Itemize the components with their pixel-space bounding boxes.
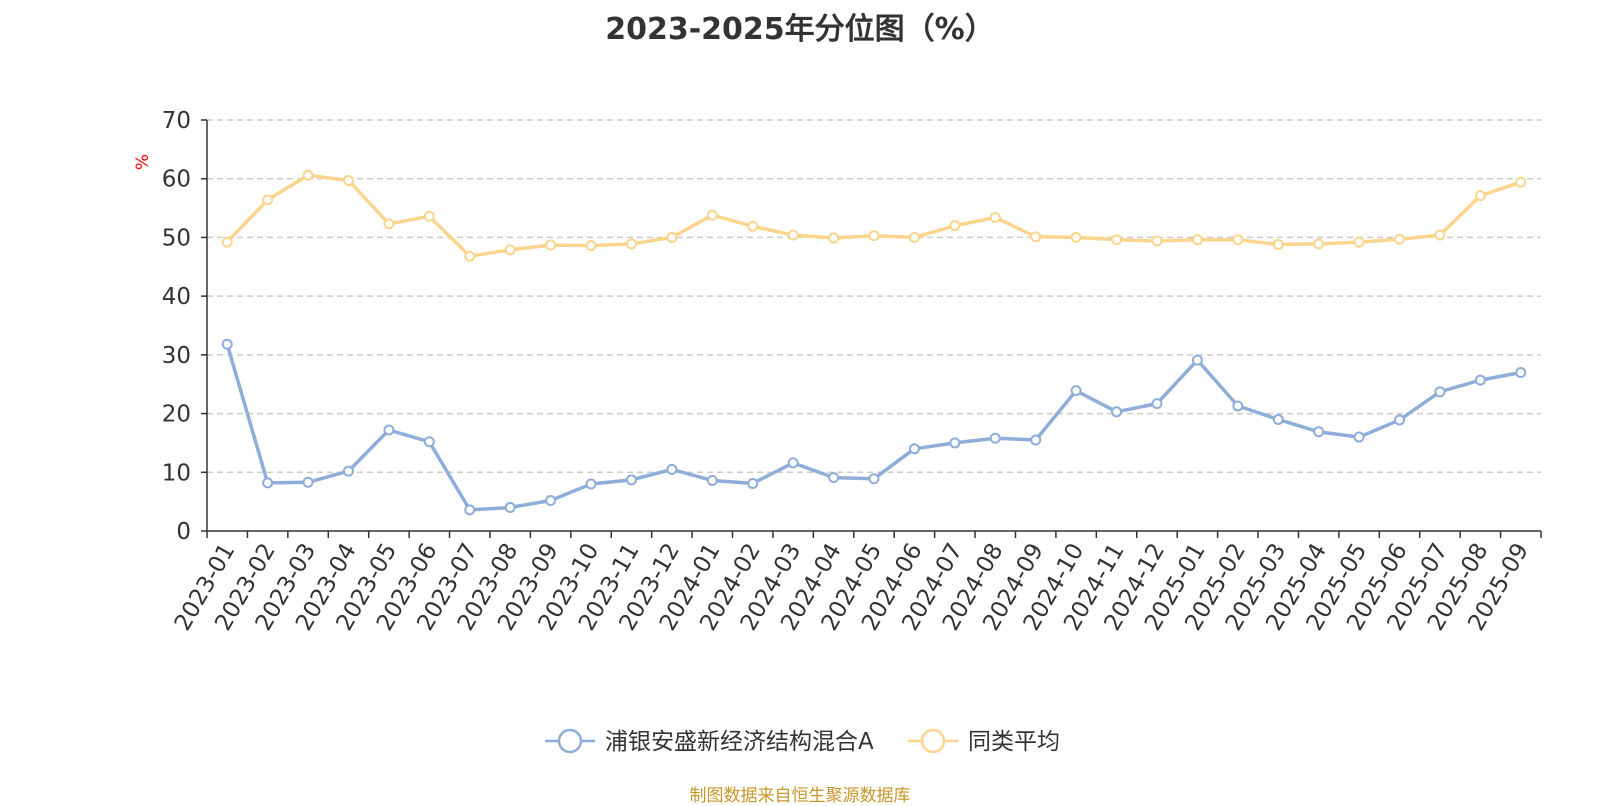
data-point[interactable] <box>464 504 476 516</box>
data-point[interactable] <box>625 238 637 250</box>
source-note: 制图数据来自恒生聚源数据库 <box>689 786 911 806</box>
data-point[interactable] <box>342 174 354 186</box>
series-line-0 <box>225 343 1522 512</box>
data-point[interactable] <box>1515 366 1527 378</box>
chart-title: 2023-2025年分位图（%） <box>605 12 995 47</box>
legend-label: 浦银安盛新经济结构混合A <box>605 729 874 755</box>
data-point[interactable] <box>989 432 1001 444</box>
data-point[interactable] <box>545 494 557 506</box>
grid-lines <box>207 119 1541 474</box>
legend-label: 同类平均 <box>968 729 1060 755</box>
data-point[interactable] <box>221 236 233 248</box>
y-tick-label: 60 <box>162 167 191 193</box>
data-point[interactable] <box>342 465 354 477</box>
data-point[interactable] <box>908 231 920 243</box>
data-point[interactable] <box>1030 434 1042 446</box>
data-point[interactable] <box>423 210 435 222</box>
y-tick-label: 30 <box>162 343 191 369</box>
data-point[interactable] <box>828 472 840 484</box>
data-point[interactable] <box>1434 386 1446 398</box>
data-point[interactable] <box>1394 233 1406 245</box>
data-point[interactable] <box>828 232 840 244</box>
data-point[interactable] <box>747 477 759 489</box>
data-point[interactable] <box>787 229 799 241</box>
data-point[interactable] <box>949 220 961 232</box>
data-point[interactable] <box>302 169 314 181</box>
data-point[interactable] <box>1353 431 1365 443</box>
data-point[interactable] <box>1272 413 1284 425</box>
data-point[interactable] <box>302 476 314 488</box>
data-point[interactable] <box>504 502 516 514</box>
data-point[interactable] <box>1353 236 1365 248</box>
data-point[interactable] <box>1151 235 1163 247</box>
data-point[interactable] <box>1474 374 1486 386</box>
data-point[interactable] <box>1313 426 1325 438</box>
data-point[interactable] <box>949 437 961 449</box>
legend: 浦银安盛新经济结构混合A 同类平均 <box>545 728 1060 755</box>
data-point[interactable] <box>625 474 637 486</box>
data-point[interactable] <box>1474 190 1486 202</box>
data-point[interactable] <box>989 211 1001 223</box>
legend-item-0[interactable]: 浦银安盛新经济结构混合A <box>545 728 874 755</box>
data-point[interactable] <box>1434 229 1446 241</box>
data-point[interactable] <box>666 231 678 243</box>
y-tick-label: 20 <box>162 402 191 428</box>
data-point[interactable] <box>504 244 516 256</box>
data-point[interactable] <box>545 239 557 251</box>
y-tick-label: 40 <box>162 284 191 310</box>
data-point[interactable] <box>706 209 718 221</box>
legend-marker <box>557 728 583 754</box>
axes: 0102030405060702023-012023-022023-032023… <box>162 108 1542 635</box>
data-point[interactable] <box>908 443 920 455</box>
data-point[interactable] <box>1191 354 1203 366</box>
data-point[interactable] <box>464 250 476 262</box>
data-point[interactable] <box>383 218 395 230</box>
data-point[interactable] <box>383 424 395 436</box>
legend-marker <box>920 728 946 754</box>
data-point[interactable] <box>1394 414 1406 426</box>
legend-item-1[interactable]: 同类平均 <box>908 728 1060 755</box>
data-point[interactable] <box>1151 398 1163 410</box>
y-axis-unit-label: % <box>133 154 153 170</box>
data-point[interactable] <box>787 457 799 469</box>
data-point[interactable] <box>1070 385 1082 397</box>
data-point[interactable] <box>423 436 435 448</box>
data-point[interactable] <box>585 478 597 490</box>
data-point[interactable] <box>1313 238 1325 250</box>
data-point[interactable] <box>868 230 880 242</box>
data-point[interactable] <box>1232 234 1244 246</box>
data-point[interactable] <box>1232 400 1244 412</box>
y-tick-label: 50 <box>162 225 191 251</box>
series-lines <box>221 169 1527 516</box>
data-point[interactable] <box>1070 231 1082 243</box>
y-tick-label: 70 <box>162 108 191 134</box>
data-point[interactable] <box>262 194 274 206</box>
y-tick-label: 0 <box>176 519 191 545</box>
data-point[interactable] <box>1515 176 1527 188</box>
data-point[interactable] <box>1111 234 1123 246</box>
data-point[interactable] <box>1272 238 1284 250</box>
data-point[interactable] <box>706 475 718 487</box>
data-point[interactable] <box>262 477 274 489</box>
data-point[interactable] <box>585 240 597 252</box>
y-tick-label: 10 <box>162 460 191 486</box>
data-point[interactable] <box>221 338 233 350</box>
data-point[interactable] <box>1191 234 1203 246</box>
data-point[interactable] <box>868 473 880 485</box>
data-point[interactable] <box>1111 406 1123 418</box>
series-line-1 <box>225 173 1522 258</box>
data-point[interactable] <box>666 463 678 475</box>
data-point[interactable] <box>747 220 759 232</box>
data-point[interactable] <box>1030 231 1042 243</box>
